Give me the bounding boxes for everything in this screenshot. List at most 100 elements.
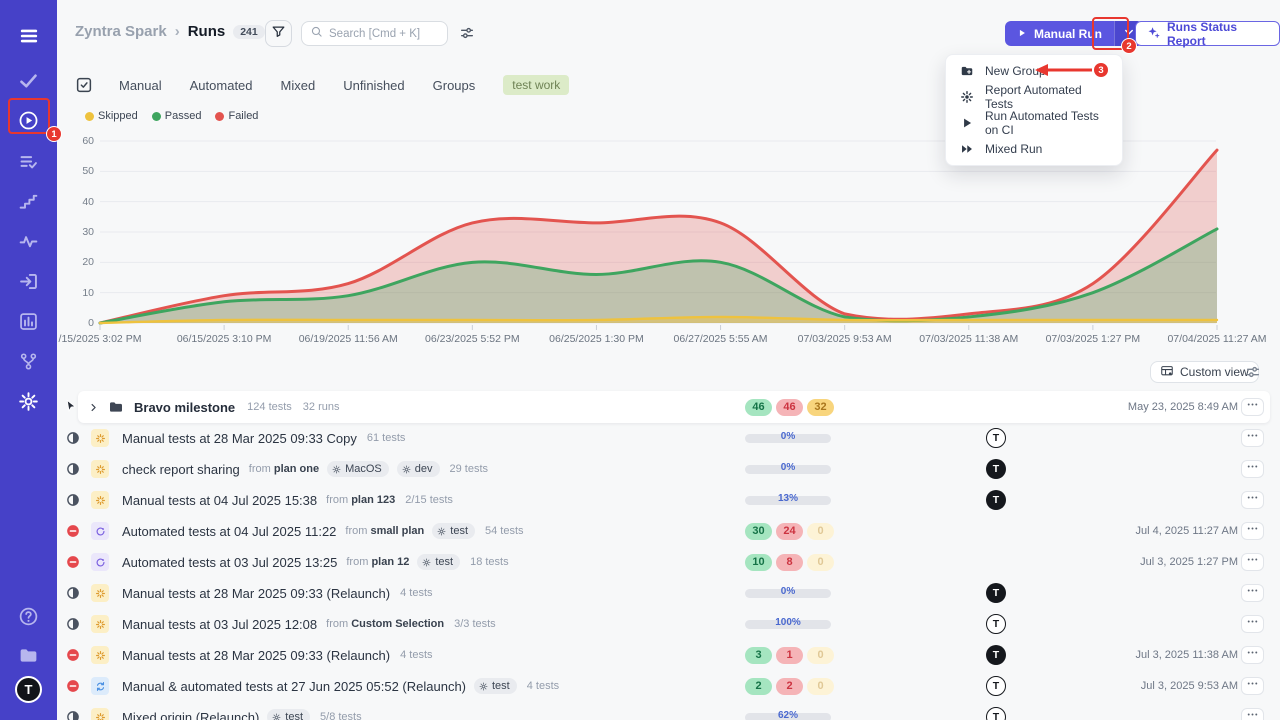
user-avatar[interactable]: T [15,676,42,703]
row-menu-button[interactable] [1241,460,1264,478]
tab-unfinished[interactable]: Unfinished [343,77,405,93]
sidebar-item-list-check[interactable] [0,143,57,179]
menu-item-report-automated-tests[interactable]: Report Automated Tests [946,83,1122,111]
run-title[interactable]: Manual tests at 04 Jul 2025 15:38 [122,492,318,508]
sidebar-item-pulse[interactable] [0,223,57,259]
run-title[interactable]: Automated tests at 04 Jul 2025 11:22 [122,523,337,539]
menu-item-new-group[interactable]: New Group [946,58,1122,84]
run-title[interactable]: Manual tests at 03 Jul 2025 12:08 [122,616,318,632]
row-menu-button[interactable] [1241,584,1264,602]
sidebar-item-gear[interactable] [0,383,57,419]
run-title[interactable]: Automated tests at 03 Jul 2025 13:25 [122,554,338,570]
tab-mixed[interactable]: Mixed [280,77,316,93]
row-menu-button[interactable] [1241,615,1264,633]
legend-dot [85,111,94,121]
status-in-progress-icon [66,431,80,445]
row-menu-button[interactable] [1241,522,1264,540]
play-icon [1017,27,1027,41]
menu-item-label: Report Automated Tests [985,83,1082,111]
search-box[interactable] [301,21,448,46]
run-source: from plan one [248,463,320,475]
stat-skipped: 32 [807,398,834,416]
table-row-group[interactable]: Bravo milestone 124 tests 32 runs 46 46 32 May… [64,391,1270,423]
run-type-manual-icon [91,429,109,447]
stat-passed: 30 [745,522,772,540]
table-row-run[interactable]: Manual tests at 03 Jul 2025 12:08 from Cu… [64,610,1268,638]
config-badge: test [474,678,517,694]
tab-groups[interactable]: Groups [432,77,476,93]
sidebar-item-menu[interactable] [0,18,57,54]
menu-item-run-automated-tests-on-ci[interactable]: Run Automated Tests on CI [946,109,1122,137]
table-row-run[interactable]: Mixed origin (Relaunch) test 5/8 tests 62% T [64,703,1268,720]
row-menu-button[interactable] [1241,491,1264,509]
table-row-run[interactable]: Automated tests at 04 Jul 2025 11:22 from… [64,517,1268,545]
group-title[interactable]: Bravo milestone [134,399,236,415]
table-row-run[interactable]: Manual tests at 28 Mar 2025 09:33 Copy 61… [64,424,1268,452]
run-type-manual-icon [91,708,109,720]
row-menu-button[interactable] [1241,398,1264,416]
config-badge: test [417,554,461,570]
table-row-run[interactable]: Manual tests at 28 Mar 2025 09:33 (Relau… [64,641,1268,669]
dots-icon [1246,553,1259,571]
table-row-run[interactable]: Manual tests at 28 Mar 2025 09:33 (Relau… [64,579,1268,607]
table-row-run[interactable]: Automated tests at 03 Jul 2025 13:25 from… [64,548,1268,576]
run-title[interactable]: Manual tests at 28 Mar 2025 09:33 Copy [122,430,357,446]
sidebar-item-branch[interactable] [0,343,57,379]
row-menu-button[interactable] [1241,553,1264,571]
sidebar-item-folder[interactable] [0,637,57,673]
select-runs-icon[interactable] [75,76,93,94]
menu-item-mixed-run[interactable]: Mixed Run [946,136,1122,162]
sidebar-item-bar-chart[interactable] [0,303,57,339]
search-settings-icon[interactable] [459,25,475,46]
table-settings-icon[interactable] [1245,364,1261,385]
breadcrumb-project[interactable]: Zyntra Spark [75,23,167,40]
sidebar-item-check[interactable] [0,62,57,98]
tests-count: 3/3 tests [454,618,496,630]
row-menu-button[interactable] [1241,677,1264,695]
run-title[interactable]: Manual tests at 28 Mar 2025 09:33 (Relau… [122,647,391,663]
row-menu-button[interactable] [1241,646,1264,664]
tab-pill-test-work[interactable]: test work [503,75,570,95]
sidebar-item-steps[interactable] [0,183,57,219]
tab-manual[interactable]: Manual [119,77,162,93]
stat-failed: 1 [776,646,803,664]
run-type-manual-icon [91,491,109,509]
legend-item-failed[interactable]: Failed [215,110,258,122]
table-row-run[interactable]: Manual & automated tests at 27 Jun 2025 … [64,672,1268,700]
sidebar-item-sign-in[interactable] [0,263,57,299]
tab-automated[interactable]: Automated [189,77,253,93]
chevron-right-icon[interactable] [88,402,99,413]
stat-failed: 2 [776,677,803,695]
run-title[interactable]: Manual & automated tests at 27 Jun 2025 … [122,678,466,694]
run-title[interactable]: Mixed origin (Relaunch) [122,709,260,720]
run-type-manual-icon [91,615,109,633]
legend-item-skipped[interactable]: Skipped [85,110,138,122]
progress-bar: 62% [745,710,831,720]
table-row-run[interactable]: check report sharing from plan one MacOS de… [64,455,1268,483]
run-title[interactable]: check report sharing [122,461,240,477]
list-check-icon [18,151,39,172]
run-type-manual-icon [91,646,109,664]
row-menu-button[interactable] [1241,708,1264,720]
custom-view-button[interactable]: Custom view [1150,361,1259,383]
table-view-icon [1160,364,1174,381]
run-title[interactable]: Manual tests at 28 Mar 2025 09:33 (Relau… [122,585,391,601]
row-menu-button[interactable] [1241,429,1264,447]
x-axis-label: 06/15/2025 3:10 PM [176,333,272,345]
gear-icon [422,558,431,567]
dots-icon [1246,522,1259,540]
menu-item-label: New Group [985,64,1046,78]
table-row-run[interactable]: Manual tests at 04 Jul 2025 15:38 from pl… [64,486,1268,514]
legend-item-passed[interactable]: Passed [151,110,201,122]
filter-button[interactable] [265,20,292,47]
config-badge: dev [396,461,440,477]
sidebar-item-play-circle[interactable] [0,102,57,138]
search-input[interactable] [329,27,439,40]
sidebar-item-help[interactable] [0,598,57,634]
runs-status-report-button[interactable]: Runs Status Report [1135,20,1280,48]
tests-count: 4 tests [526,680,560,692]
breadcrumb: Zyntra Spark › Runs 241 [75,23,265,40]
manual-run-button[interactable]: Manual Run [1005,21,1114,46]
run-source: from Custom Selection [326,618,445,630]
status-in-progress-icon [66,462,80,476]
